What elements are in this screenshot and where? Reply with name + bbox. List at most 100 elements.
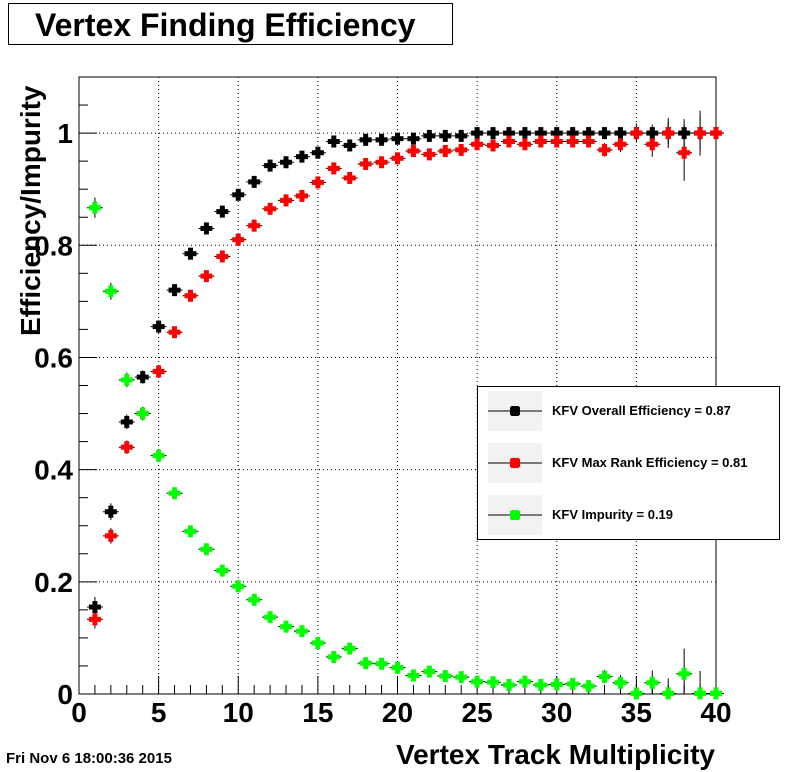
marker-v — [379, 133, 385, 146]
marker-v — [156, 449, 162, 462]
marker-v — [697, 687, 703, 700]
data-point — [166, 487, 183, 500]
legend-entry-maxrank: KFV Max Rank Efficiency = 0.81 — [478, 443, 779, 483]
chart-title: Vertex Finding Efficiency — [35, 7, 416, 43]
data-point — [246, 593, 263, 606]
marker-v — [538, 127, 544, 140]
data-point — [676, 648, 693, 694]
data-point — [166, 284, 183, 297]
data-point — [692, 671, 709, 700]
data-point — [102, 503, 119, 521]
data-point — [612, 136, 629, 153]
marker-v — [410, 669, 416, 682]
data-point — [564, 127, 581, 140]
marker-v — [633, 127, 639, 140]
data-point — [134, 406, 151, 421]
marker-v — [506, 679, 512, 692]
marker-v — [299, 150, 305, 163]
y-tick-label: 1 — [57, 118, 73, 149]
data-point — [118, 414, 135, 430]
marker-v — [187, 247, 193, 260]
marker-v — [156, 365, 162, 378]
marker-v — [347, 171, 353, 184]
marker-v — [395, 661, 400, 674]
marker-v — [283, 620, 289, 633]
data-point — [166, 326, 183, 339]
data-point — [548, 127, 565, 140]
data-point — [692, 110, 709, 156]
data-point — [357, 133, 374, 146]
data-point — [262, 611, 279, 624]
marker-v — [363, 157, 369, 170]
marker-v — [251, 219, 257, 232]
data-point — [278, 156, 294, 169]
data-point — [309, 176, 326, 189]
data-point — [214, 205, 231, 218]
data-point — [501, 679, 517, 692]
data-point — [708, 665, 724, 700]
legend-label: KFV Max Rank Efficiency = 0.81 — [552, 455, 748, 470]
marker-v — [251, 175, 257, 188]
data-point — [86, 610, 103, 629]
marker-v — [219, 250, 225, 263]
data-point — [150, 320, 167, 333]
data-point — [421, 665, 438, 678]
marker-v — [124, 415, 130, 428]
legend-entry-overall: KFV Overall Efficiency = 0.87 — [478, 391, 779, 431]
data-point — [532, 679, 549, 692]
marker-v — [474, 127, 480, 140]
data-point — [293, 625, 310, 638]
data-point — [278, 620, 294, 633]
data-point — [469, 675, 486, 688]
data-point — [373, 657, 390, 670]
data-point — [341, 139, 358, 152]
data-point — [421, 129, 438, 142]
marker-v — [315, 146, 321, 159]
data-point — [150, 449, 167, 462]
marker-v — [299, 189, 305, 202]
data-point — [516, 675, 533, 688]
data-point — [453, 671, 470, 684]
data-point — [389, 661, 406, 674]
marker-v — [602, 127, 608, 140]
data-point — [596, 127, 613, 140]
marker-v — [442, 670, 448, 683]
data-point — [532, 135, 549, 148]
data-point — [437, 129, 454, 142]
marker-v — [379, 156, 385, 169]
marker-v — [156, 320, 162, 333]
marker-v — [522, 138, 528, 151]
marker-v — [379, 657, 385, 670]
marker-v — [172, 284, 178, 297]
legend-label: KFV Impurity = 0.19 — [552, 507, 674, 522]
marker-v — [665, 127, 671, 140]
marker-v — [331, 135, 337, 148]
data-point — [548, 678, 565, 691]
data-point — [516, 127, 533, 140]
data-point — [230, 233, 247, 246]
data-point — [469, 127, 486, 140]
marker-v — [697, 127, 703, 140]
marker-v — [235, 188, 241, 201]
x-tick-label: 20 — [382, 697, 413, 728]
marker-v — [665, 687, 671, 700]
series-1 — [86, 105, 724, 629]
marker-v — [219, 205, 225, 218]
data-point — [373, 133, 390, 146]
data-point — [309, 146, 326, 159]
data-point — [564, 135, 581, 148]
data-point — [118, 440, 135, 454]
marker-v — [283, 194, 289, 207]
legend-entry-impurity: KFV Impurity = 0.19 — [478, 495, 779, 535]
data-point — [341, 642, 358, 655]
marker-v — [617, 676, 623, 689]
data-point — [596, 669, 613, 684]
marker-v — [203, 543, 209, 556]
marker-v — [315, 636, 321, 649]
marker-v — [602, 143, 608, 156]
data-point — [246, 175, 263, 188]
marker-v — [331, 162, 337, 175]
y-tick-label: 0 — [57, 679, 73, 710]
x-tick-label: 15 — [302, 697, 333, 728]
